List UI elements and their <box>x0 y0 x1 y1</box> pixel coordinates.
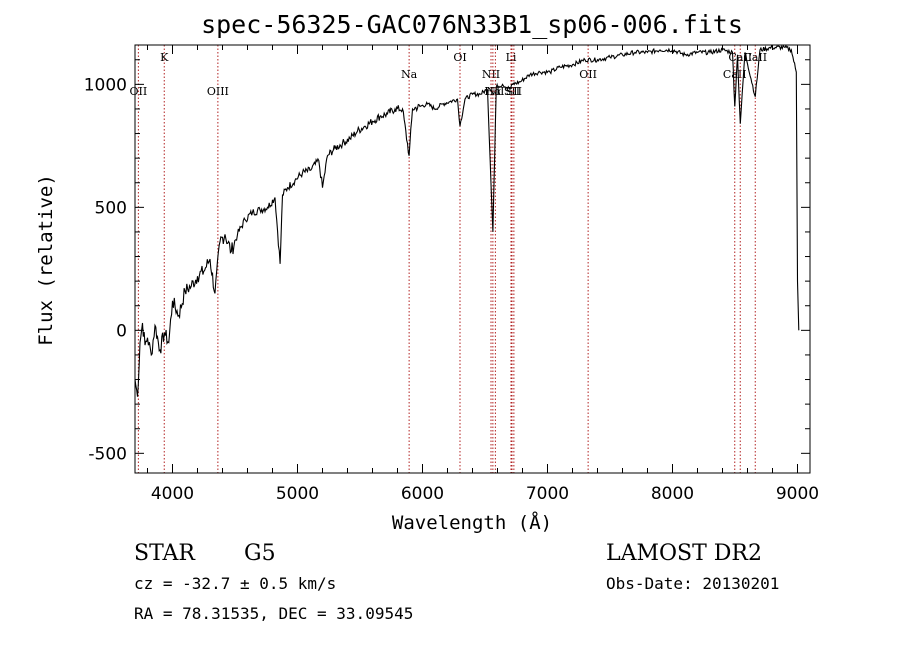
survey-name: LAMOST DR2 <box>606 541 762 566</box>
spectral-line-label: K <box>160 51 169 64</box>
object-subclass: G5 <box>244 541 276 566</box>
spectrum-line <box>134 44 800 397</box>
y-tick-label: 1000 <box>84 75 127 95</box>
spectral-line-label: Na <box>401 68 418 81</box>
obs-date-text: Obs-Date: 20130201 <box>606 574 779 593</box>
x-axis-label: Wavelength (Å) <box>392 511 552 534</box>
spectral-line-label: OII <box>579 68 597 81</box>
y-tick-label: 0 <box>116 321 127 341</box>
redshift-text: cz = -32.7 ± 0.5 km/s <box>134 574 336 593</box>
object-class: STAR <box>134 541 196 566</box>
x-tick-label: 4000 <box>151 484 194 504</box>
spectral-line-label: SII <box>506 85 522 98</box>
y-tick-label: -500 <box>88 444 127 464</box>
coordinates-text: RA = 78.31535, DEC = 33.09545 <box>134 604 413 623</box>
spectral-line-label: NII <box>486 85 504 98</box>
x-tick-label: 8000 <box>651 484 694 504</box>
spectral-line-label: Li <box>506 51 517 64</box>
spectral-line-label: NII <box>482 68 500 81</box>
x-tick-label: 6000 <box>401 484 444 504</box>
x-axis-ticks: 4000 5000 6000 7000 8000 9000 <box>147 45 819 504</box>
x-tick-label: 5000 <box>276 484 319 504</box>
spectral-line-label: OIII <box>207 85 229 98</box>
spectral-line-label: OII <box>130 85 148 98</box>
y-tick-label: 500 <box>95 198 127 218</box>
spectral-line-label: OI <box>453 51 466 64</box>
y-axis-label: Flux (relative) <box>35 174 57 346</box>
plot-frame <box>134 44 811 474</box>
spectral-line-label: CaII <box>743 51 767 64</box>
chart-title: spec-56325-GAC076N33B1_sp06-006.fits <box>201 10 743 39</box>
x-tick-label: 7000 <box>526 484 569 504</box>
x-tick-label: 9000 <box>776 484 819 504</box>
y-axis-ticks: -500 0 500 1000 <box>84 59 810 464</box>
